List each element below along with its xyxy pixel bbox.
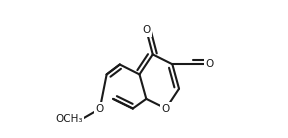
Text: OCH₃: OCH₃	[55, 114, 83, 124]
Text: O: O	[96, 104, 104, 114]
Text: O: O	[162, 104, 170, 114]
Text: O: O	[142, 25, 150, 35]
Text: O: O	[205, 59, 213, 69]
